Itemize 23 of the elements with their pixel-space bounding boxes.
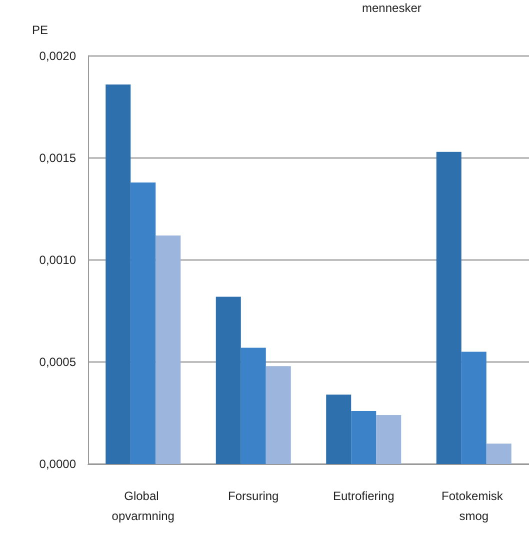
bar	[461, 352, 486, 464]
text: mennesker	[362, 1, 422, 15]
bar	[486, 444, 512, 464]
bar	[240, 348, 266, 464]
bar	[326, 394, 352, 464]
bar	[351, 410, 376, 464]
y-tick-label: 0,0020	[39, 49, 76, 63]
y-axis-title: PE	[32, 23, 48, 37]
y-tick-label: 0,0010	[39, 253, 76, 267]
x-tick-label: Fotokemisk smog	[442, 489, 506, 523]
y-tick-label: 0,0005	[39, 355, 76, 369]
bar	[106, 84, 131, 464]
x-tick-label: Forsuring	[228, 489, 279, 503]
bar	[130, 182, 156, 464]
x-tick-label: Eutrofiering	[332, 489, 394, 503]
y-tick-label: 0,0015	[39, 151, 76, 165]
bar	[376, 415, 402, 464]
bar	[266, 366, 291, 464]
bar	[216, 296, 241, 464]
bar	[436, 152, 462, 464]
y-tick-label: 0,0000	[39, 457, 76, 471]
bar	[156, 236, 181, 464]
x-tick-label: Global opvarmning	[112, 489, 174, 523]
